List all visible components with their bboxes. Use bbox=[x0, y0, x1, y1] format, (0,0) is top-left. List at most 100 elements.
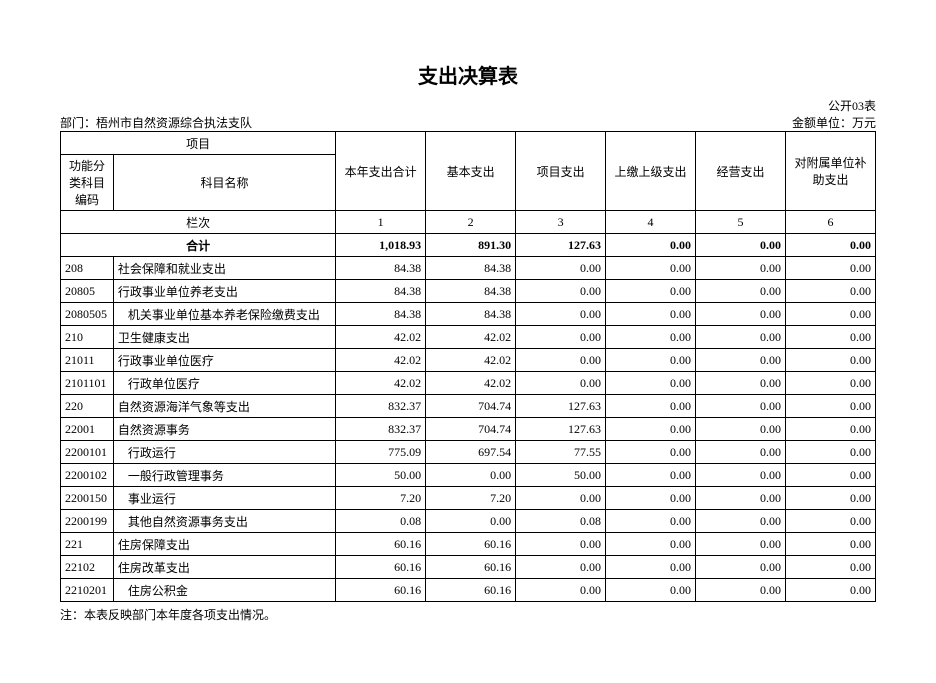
footnote: 注：本表反映部门本年度各项支出情况。 bbox=[60, 606, 876, 623]
cell-name: 事业运行 bbox=[113, 487, 335, 510]
lanci-6: 6 bbox=[785, 211, 875, 234]
cell-value: 0.00 bbox=[606, 372, 696, 395]
cell-value: 0.00 bbox=[516, 349, 606, 372]
total-v6: 0.00 bbox=[785, 234, 875, 257]
table-row: 2200102一般行政管理事务50.000.0050.000.000.000.0… bbox=[61, 464, 876, 487]
cell-value: 0.00 bbox=[785, 579, 875, 602]
cell-name: 住房改革支出 bbox=[113, 556, 335, 579]
cell-value: 0.00 bbox=[785, 349, 875, 372]
cell-value: 0.00 bbox=[606, 257, 696, 280]
cell-name: 其他自然资源事务支出 bbox=[113, 510, 335, 533]
cell-value: 0.00 bbox=[606, 556, 696, 579]
cell-value: 832.37 bbox=[336, 418, 426, 441]
department: 部门：梧州市自然资源综合执法支队 bbox=[60, 114, 252, 131]
table-row: 22001自然资源事务832.37704.74127.630.000.000.0… bbox=[61, 418, 876, 441]
header-col2: 基本支出 bbox=[426, 132, 516, 211]
header-col4: 上缴上级支出 bbox=[606, 132, 696, 211]
cell-value: 42.02 bbox=[426, 372, 516, 395]
cell-value: 84.38 bbox=[336, 280, 426, 303]
cell-value: 0.00 bbox=[696, 441, 786, 464]
header-col1: 本年支出合计 bbox=[336, 132, 426, 211]
meta-row: 部门：梧州市自然资源综合执法支队 金额单位：万元 bbox=[60, 114, 876, 131]
cell-value: 0.00 bbox=[606, 533, 696, 556]
table-row: 20805行政事业单位养老支出84.3884.380.000.000.000.0… bbox=[61, 280, 876, 303]
cell-value: 127.63 bbox=[516, 395, 606, 418]
cell-value: 0.00 bbox=[516, 533, 606, 556]
total-v4: 0.00 bbox=[606, 234, 696, 257]
cell-value: 697.54 bbox=[426, 441, 516, 464]
cell-value: 0.00 bbox=[785, 441, 875, 464]
total-v5: 0.00 bbox=[696, 234, 786, 257]
table-row: 2200199其他自然资源事务支出0.080.000.080.000.000.0… bbox=[61, 510, 876, 533]
cell-name: 机关事业单位基本养老保险缴费支出 bbox=[113, 303, 335, 326]
cell-value: 84.38 bbox=[426, 303, 516, 326]
cell-value: 0.00 bbox=[606, 303, 696, 326]
table-row: 208社会保障和就业支出84.3884.380.000.000.000.00 bbox=[61, 257, 876, 280]
cell-value: 0.00 bbox=[606, 326, 696, 349]
cell-value: 42.02 bbox=[336, 326, 426, 349]
department-label: 部门： bbox=[60, 116, 96, 130]
cell-value: 0.00 bbox=[606, 510, 696, 533]
cell-value: 0.00 bbox=[696, 280, 786, 303]
cell-name: 行政运行 bbox=[113, 441, 335, 464]
cell-value: 42.02 bbox=[336, 349, 426, 372]
cell-value: 0.00 bbox=[696, 257, 786, 280]
lanci-5: 5 bbox=[696, 211, 786, 234]
cell-value: 0.00 bbox=[426, 464, 516, 487]
cell-value: 0.08 bbox=[516, 510, 606, 533]
cell-name: 自然资源事务 bbox=[113, 418, 335, 441]
cell-value: 0.00 bbox=[516, 280, 606, 303]
cell-value: 60.16 bbox=[426, 533, 516, 556]
cell-value: 0.00 bbox=[516, 487, 606, 510]
table-row: 210卫生健康支出42.0242.020.000.000.000.00 bbox=[61, 326, 876, 349]
cell-value: 60.16 bbox=[336, 533, 426, 556]
department-name: 梧州市自然资源综合执法支队 bbox=[96, 116, 252, 130]
cell-value: 77.55 bbox=[516, 441, 606, 464]
cell-value: 0.00 bbox=[516, 257, 606, 280]
cell-value: 0.00 bbox=[785, 372, 875, 395]
cell-value: 0.00 bbox=[606, 280, 696, 303]
cell-code: 22102 bbox=[61, 556, 114, 579]
total-v2: 891.30 bbox=[426, 234, 516, 257]
cell-value: 0.00 bbox=[696, 579, 786, 602]
table-row: 2101101行政单位医疗42.0242.020.000.000.000.00 bbox=[61, 372, 876, 395]
cell-value: 0.00 bbox=[516, 556, 606, 579]
cell-name: 行政事业单位养老支出 bbox=[113, 280, 335, 303]
cell-value: 0.00 bbox=[696, 464, 786, 487]
cell-value: 42.02 bbox=[426, 326, 516, 349]
cell-value: 832.37 bbox=[336, 395, 426, 418]
table-row: 21011行政事业单位医疗42.0242.020.000.000.000.00 bbox=[61, 349, 876, 372]
cell-name: 行政事业单位医疗 bbox=[113, 349, 335, 372]
report-container: 支出决算表 公开03表 部门：梧州市自然资源综合执法支队 金额单位：万元 项目 … bbox=[60, 60, 876, 623]
cell-value: 127.63 bbox=[516, 418, 606, 441]
cell-value: 0.00 bbox=[696, 487, 786, 510]
header-code: 功能分类科目编码 bbox=[61, 155, 114, 211]
cell-value: 0.00 bbox=[516, 303, 606, 326]
unit-label: 金额单位：万元 bbox=[792, 114, 876, 131]
cell-name: 社会保障和就业支出 bbox=[113, 257, 335, 280]
cell-value: 84.38 bbox=[426, 280, 516, 303]
cell-value: 0.00 bbox=[696, 418, 786, 441]
table-row: 2080505机关事业单位基本养老保险缴费支出84.3884.380.000.0… bbox=[61, 303, 876, 326]
cell-value: 0.00 bbox=[785, 487, 875, 510]
total-row: 合计 1,018.93 891.30 127.63 0.00 0.00 0.00 bbox=[61, 234, 876, 257]
cell-code: 2200101 bbox=[61, 441, 114, 464]
cell-value: 50.00 bbox=[336, 464, 426, 487]
cell-code: 2200102 bbox=[61, 464, 114, 487]
header-project: 项目 bbox=[61, 132, 336, 155]
table-row: 22102住房改革支出60.1660.160.000.000.000.00 bbox=[61, 556, 876, 579]
cell-code: 208 bbox=[61, 257, 114, 280]
cell-value: 0.00 bbox=[696, 556, 786, 579]
cell-value: 704.74 bbox=[426, 395, 516, 418]
cell-value: 0.00 bbox=[785, 418, 875, 441]
cell-value: 0.00 bbox=[516, 579, 606, 602]
header-col5: 经营支出 bbox=[696, 132, 786, 211]
cell-code: 210 bbox=[61, 326, 114, 349]
total-v3: 127.63 bbox=[516, 234, 606, 257]
cell-code: 21011 bbox=[61, 349, 114, 372]
cell-value: 0.00 bbox=[785, 556, 875, 579]
cell-value: 704.74 bbox=[426, 418, 516, 441]
cell-name: 行政单位医疗 bbox=[113, 372, 335, 395]
cell-value: 60.16 bbox=[336, 579, 426, 602]
cell-value: 0.00 bbox=[785, 395, 875, 418]
